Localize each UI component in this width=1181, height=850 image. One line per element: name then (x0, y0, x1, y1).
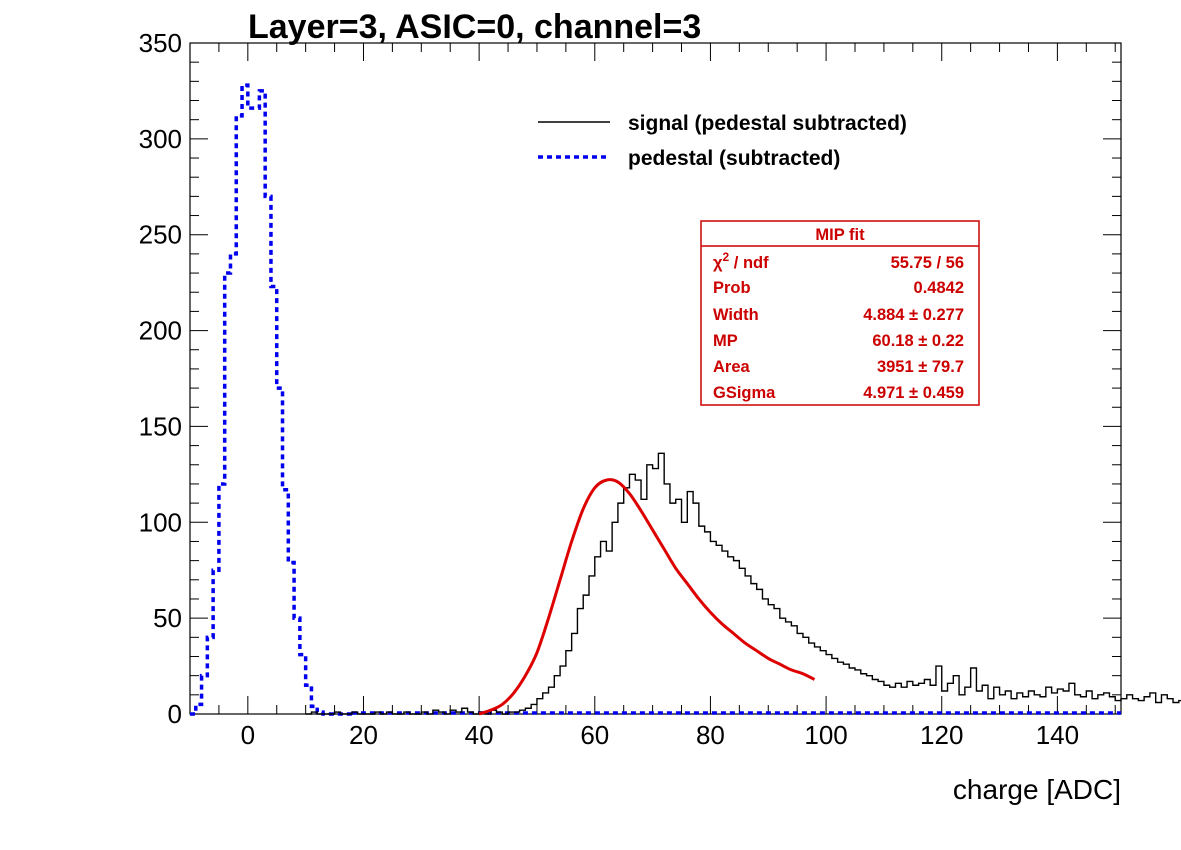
x-tick-label: 60 (580, 720, 609, 750)
legend: signal (pedestal subtracted) pedestal (s… (538, 112, 907, 170)
y-tick-label: 250 (139, 220, 182, 250)
y-tick-label: 350 (139, 28, 182, 58)
stat-value-prob: 0.4842 (914, 279, 964, 297)
stat-name-prob: Prob (713, 279, 751, 297)
stat-chi-symbol: χ (713, 254, 723, 272)
chart-title: Layer=3, ASIC=0, channel=3 (248, 8, 701, 46)
stat-value-width: 4.884 ± 0.277 (863, 306, 964, 324)
x-tick-label: 20 (349, 720, 378, 750)
signal-histogram (305, 452, 1181, 715)
x-tick-label: 100 (804, 720, 847, 750)
stat-value-area: 3951 ± 79.7 (877, 358, 964, 376)
stat-name-width: Width (713, 306, 759, 324)
stats-box-title: MIP fit (815, 226, 865, 244)
x-tick-label: 0 (241, 720, 255, 750)
mip-fit-stats-box: MIP fit χ2 / ndf 55.75 / 56 Prob 0.4842 … (700, 220, 980, 406)
y-tick-label: 0 (168, 699, 182, 729)
pedestal-histogram (190, 83, 352, 716)
axes: 0 20 40 60 80 100 120 140 0 50 100 150 200 250 300 350 (139, 28, 1122, 750)
plot-frame (189, 42, 1122, 715)
y-tick-label: 50 (153, 603, 182, 633)
stats-box-frame (700, 220, 980, 406)
y-tick-label: 300 (139, 124, 182, 154)
stat-value-mp: 60.18 ± 0.22 (872, 332, 964, 350)
series-layer (190, 83, 1181, 716)
stat-value-gsigma: 4.971 ± 0.459 (863, 384, 964, 402)
y-tick-label: 150 (139, 411, 182, 441)
stat-name-gsigma: GSigma (713, 384, 776, 402)
x-tick-label: 40 (465, 720, 494, 750)
stat-chi-superscript: 2 (723, 250, 730, 264)
mip-fit-curve (478, 478, 816, 716)
y-tick-label: 200 (139, 316, 182, 346)
stat-chi-ndf: / ndf (729, 254, 769, 272)
x-axis-label: charge [ADC] (953, 774, 1121, 805)
stat-name-area: Area (713, 358, 751, 376)
stat-name-mp: MP (713, 332, 738, 350)
x-tick-label: 120 (920, 720, 963, 750)
x-tick-label: 80 (696, 720, 725, 750)
y-tick-label: 100 (139, 507, 182, 537)
legend-signal-label: signal (pedestal subtracted) (628, 112, 907, 135)
legend-pedestal-label: pedestal (subtracted) (628, 147, 840, 170)
stat-value-chi2: 55.75 / 56 (891, 254, 964, 272)
x-tick-label: 140 (1036, 720, 1079, 750)
stat-name-chi2: χ2 / ndf (713, 250, 769, 272)
